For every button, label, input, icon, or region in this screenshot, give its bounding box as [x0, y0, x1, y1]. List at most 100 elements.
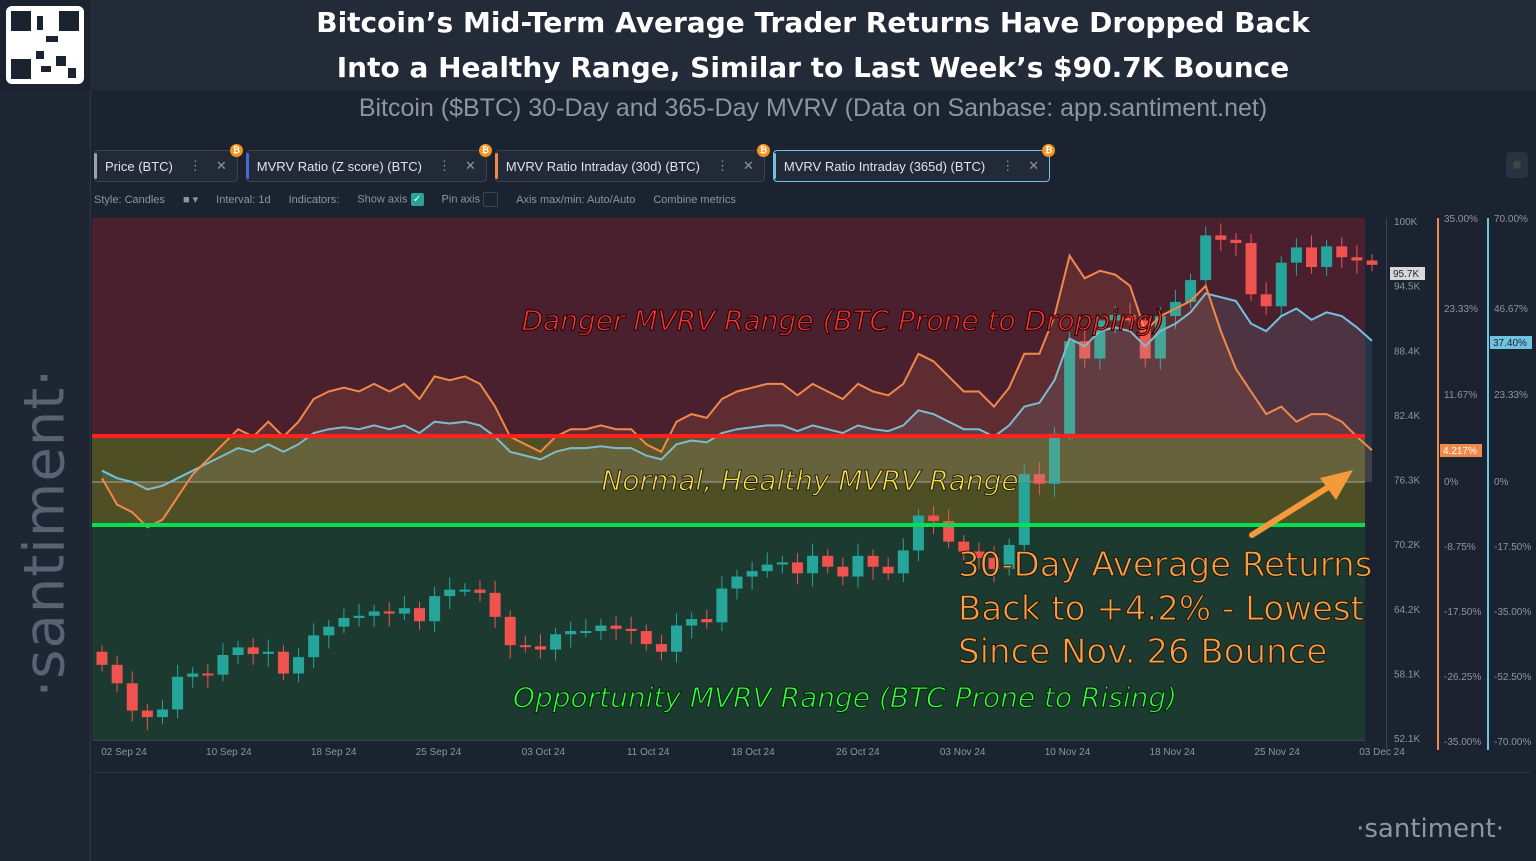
candle-body [610, 625, 622, 629]
candle-body [595, 625, 607, 632]
show-axis-label: Show axis [357, 193, 408, 206]
tab-mvrv-zscore[interactable]: MVRV Ratio (Z score) (BTC) ⋮ ✕ ₿ [245, 144, 492, 182]
panel-toggle[interactable] [1506, 152, 1528, 178]
danger-threshold-line [92, 434, 1365, 438]
dot-icon [1513, 161, 1521, 169]
mvrv365-tick-label: 46.67% [1494, 304, 1528, 315]
pin-axis-toggle[interactable]: Pin axis [442, 192, 499, 207]
menu-icon[interactable]: ⋮ [715, 158, 729, 173]
candle-body [655, 644, 667, 652]
candle-body [293, 657, 305, 674]
close-icon[interactable]: ✕ [1028, 158, 1040, 173]
candle-body [504, 616, 516, 646]
checkbox-checked[interactable]: ✓ [410, 193, 424, 206]
candle-body [958, 541, 970, 552]
tab-price[interactable]: Price (BTC) ⋮ ✕ ₿ [94, 144, 243, 182]
interval-select[interactable]: Interval: 1d [216, 193, 271, 206]
chart-toolbar: Style: Candles ■ ▾ Interval: 1d Indicato… [94, 192, 736, 207]
title-line-1: Bitcoin’s Mid-Term Average Trader Return… [316, 6, 1310, 39]
style-select[interactable]: Style: Candles [94, 193, 165, 206]
candle-body [323, 626, 335, 636]
mvrv30-tick-label: -35.00% [1444, 737, 1481, 748]
candle-body [1200, 235, 1212, 281]
tab-mvrv-365d[interactable]: MVRV Ratio Intraday (365d) (BTC) ⋮ ✕ ₿ [772, 144, 1056, 182]
chart-title: Bitcoin’s Mid-Term Average Trader Return… [90, 0, 1536, 90]
candle-body [202, 673, 214, 676]
brand-footer: ·santiment· [1356, 814, 1504, 844]
tab-color-bar [494, 153, 498, 179]
candle-body [444, 589, 456, 597]
candle-body [928, 515, 940, 521]
show-axis-toggle[interactable]: Show axis ✓ [357, 193, 424, 206]
bitcoin-icon: ₿ [1042, 144, 1056, 157]
opportunity-zone [92, 525, 1365, 740]
candle-body [217, 654, 229, 675]
indicators-select[interactable]: Indicators: [288, 193, 340, 206]
left-brand-bar: ·santiment· [0, 90, 91, 861]
candle-body [625, 628, 637, 632]
pin-axis-label: Pin axis [441, 193, 481, 206]
candle-body [247, 647, 259, 654]
candle-body [1049, 433, 1060, 484]
mvrv365-tick-label: 23.33% [1494, 390, 1528, 401]
candle-body [277, 651, 289, 674]
candle-body [1185, 280, 1197, 302]
mvrv30-tick-label: -8.75% [1444, 542, 1476, 553]
x-tick-label: 25 Nov 24 [1254, 747, 1300, 758]
mvrv365-tick-label: 70.00% [1494, 214, 1528, 225]
price-tick-label: 52.1K [1394, 734, 1420, 745]
mvrv30-axis-line [1437, 218, 1439, 750]
menu-icon[interactable]: ⋮ [188, 158, 202, 173]
candle-body [1366, 260, 1378, 265]
candle-body [882, 566, 894, 574]
candle-body [414, 608, 425, 622]
callout-arrowhead [1320, 470, 1353, 500]
close-icon[interactable]: ✕ [464, 158, 476, 173]
callout-line-3: Since Nov. 26 Bounce [958, 632, 1327, 672]
menu-icon[interactable]: ⋮ [1001, 158, 1015, 173]
mvrv365-tick-label: -35.00% [1494, 607, 1531, 618]
tab-mvrv-30d[interactable]: MVRV Ratio Intraday (30d) (BTC) ⋮ ✕ ₿ [494, 144, 770, 182]
x-tick-label: 03 Dec 24 [1359, 747, 1405, 758]
candle-body [111, 664, 123, 684]
color-select[interactable]: ■ ▾ [182, 194, 199, 206]
last-mvrv30-badge [1440, 444, 1482, 457]
title-line-2: Into a Healthy Range, Similar to Last We… [336, 51, 1290, 84]
candle-body [746, 571, 758, 577]
candle-body [338, 617, 350, 627]
tab-label: MVRV Ratio (Z score) (BTC) [256, 158, 422, 174]
danger-label: Danger MVRV Range (BTC Prone to Dropping… [521, 304, 1164, 337]
candle-body [1033, 474, 1045, 484]
candle-body [867, 555, 879, 567]
mvrv365-tick-label: -52.50% [1494, 672, 1531, 683]
mvrv365-tick-label: -17.50% [1494, 542, 1531, 553]
candle-body [1003, 544, 1015, 569]
candle-body [565, 631, 577, 635]
tab-color-bar [245, 153, 249, 179]
candle-body [761, 564, 773, 572]
candle-body [172, 676, 184, 710]
checkbox-unchecked[interactable] [483, 192, 499, 207]
price-tick-label: 88.4K [1394, 346, 1420, 357]
x-tick-label: 18 Sep 24 [311, 747, 357, 758]
combine-metrics-button[interactable]: Combine metrics [653, 193, 736, 206]
candle-body [716, 588, 728, 623]
last-mvrv30-label: 4.217% [1443, 446, 1477, 457]
candle-body [640, 631, 652, 645]
candle-body [308, 635, 320, 658]
bitcoin-icon: ₿ [478, 144, 492, 157]
price-tick-label: 94.5K [1394, 282, 1420, 293]
price-tick-label: 58.1K [1394, 669, 1420, 680]
candle-body [383, 611, 395, 614]
axis-maxmin-select[interactable]: Axis max/min: Auto/Auto [516, 193, 636, 206]
close-icon[interactable]: ✕ [215, 158, 227, 173]
candle-body [1018, 474, 1030, 545]
menu-icon[interactable]: ⋮ [437, 158, 451, 173]
candle-body [731, 576, 743, 589]
x-tick-label: 10 Sep 24 [206, 747, 252, 758]
candle-body [459, 589, 471, 592]
close-icon[interactable]: ✕ [742, 158, 754, 173]
x-tick-label: 26 Oct 24 [836, 747, 880, 758]
navigator-strip[interactable] [94, 772, 1530, 809]
tab-label: MVRV Ratio Intraday (365d) (BTC) [783, 158, 986, 174]
